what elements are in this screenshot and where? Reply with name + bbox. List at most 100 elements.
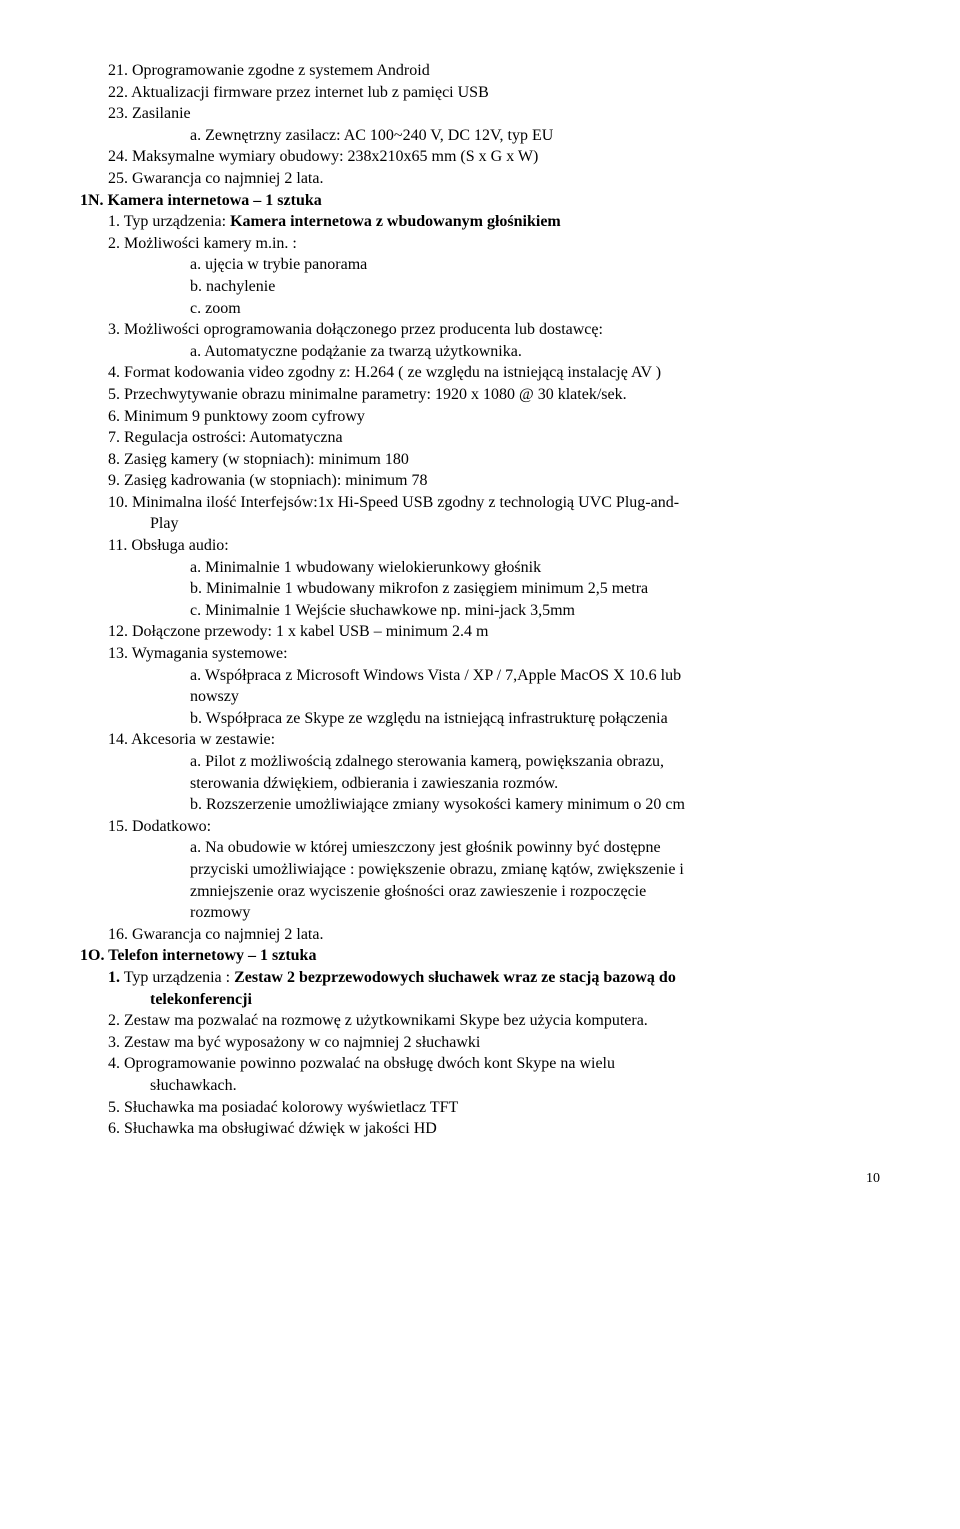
text-span: rozmowy (190, 904, 250, 921)
text-span: 11. Obsługa audio: (108, 537, 229, 554)
text-line: 4. Oprogramowanie powinno pozwalać na ob… (80, 1053, 880, 1075)
page-number: 10 (80, 1170, 880, 1189)
text-span: b. Rozszerzenie umożliwiające zmiany wys… (190, 796, 685, 813)
text-span: sterowania dźwiękiem, odbierania i zawie… (190, 775, 558, 792)
text-line: zmniejszenie oraz wyciszenie głośności o… (80, 881, 880, 903)
text-line: 5. Przechwytywanie obrazu minimalne para… (80, 384, 880, 406)
text-line: 1O. Telefon internetowy – 1 sztuka (80, 945, 880, 967)
text-line: b. Minimalnie 1 wbudowany mikrofon z zas… (80, 578, 880, 600)
text-span: 1N. Kamera internetowa – 1 sztuka (80, 192, 322, 209)
text-span: przyciski umożliwiające : powiększenie o… (190, 861, 684, 878)
text-line: 8. Zasięg kamery (w stopniach): minimum … (80, 449, 880, 471)
text-span: a. Automatyczne podążanie za twarzą użyt… (190, 343, 522, 360)
text-line: 16. Gwarancja co najmniej 2 lata. (80, 924, 880, 946)
text-line: 7. Regulacja ostrości: Automatyczna (80, 427, 880, 449)
text-span: telekonferencji (150, 991, 252, 1008)
text-span: b. Współpraca ze Skype ze względu na ist… (190, 710, 668, 727)
text-span: 2. Możliwości kamery m.in. : (108, 235, 297, 252)
text-line: 11. Obsługa audio: (80, 535, 880, 557)
text-line: nowszy (80, 686, 880, 708)
text-span: 4. Format kodowania video zgodny z: H.26… (108, 364, 661, 381)
text-span: 13. Wymagania systemowe: (108, 645, 288, 662)
text-line: 21. Oprogramowanie zgodne z systemem And… (80, 60, 880, 82)
text-span: a. Zewnętrzny zasilacz: AC 100~240 V, DC… (190, 127, 553, 144)
text-line: telekonferencji (80, 989, 880, 1011)
text-line: c. Minimalnie 1 Wejście słuchawkowe np. … (80, 600, 880, 622)
text-line: 25. Gwarancja co najmniej 2 lata. (80, 168, 880, 190)
text-line: 15. Dodatkowo: (80, 816, 880, 838)
text-line: 1. Typ urządzenia : Zestaw 2 bezprzewodo… (80, 967, 880, 989)
text-line: 3. Możliwości oprogramowania dołączonego… (80, 319, 880, 341)
text-line: 6. Słuchawka ma obsługiwać dźwięk w jako… (80, 1118, 880, 1140)
text-line: b. nachylenie (80, 276, 880, 298)
text-span: a. Współpraca z Microsoft Windows Vista … (190, 667, 681, 684)
text-span: 1O. Telefon internetowy – 1 sztuka (80, 947, 316, 964)
text-span: 25. Gwarancja co najmniej 2 lata. (108, 170, 323, 187)
text-span: 4. Oprogramowanie powinno pozwalać na ob… (108, 1055, 615, 1072)
text-span: 1. Typ urządzenia: (108, 213, 230, 230)
text-span: słuchawkach. (150, 1077, 237, 1094)
text-span: 5. Słuchawka ma posiadać kolorowy wyświe… (108, 1099, 458, 1116)
text-line: a. Zewnętrzny zasilacz: AC 100~240 V, DC… (80, 125, 880, 147)
text-span: c. Minimalnie 1 Wejście słuchawkowe np. … (190, 602, 575, 619)
text-span: 10. Minimalna ilość Interfejsów:1x Hi-Sp… (108, 494, 679, 511)
text-span: c. zoom (190, 300, 241, 317)
text-span: Play (150, 515, 178, 532)
text-span: 6. Minimum 9 punktowy zoom cyfrowy (108, 408, 365, 425)
text-span: a. ujęcia w trybie panorama (190, 256, 367, 273)
text-span: a. Minimalnie 1 wbudowany wielokierunkow… (190, 559, 541, 576)
text-span: 23. Zasilanie (108, 105, 191, 122)
text-line: 23. Zasilanie (80, 103, 880, 125)
text-span: zmniejszenie oraz wyciszenie głośności o… (190, 883, 646, 900)
text-span: 3. Zestaw ma być wyposażony w co najmnie… (108, 1034, 480, 1051)
text-line: 6. Minimum 9 punktowy zoom cyfrowy (80, 406, 880, 428)
text-line: a. Współpraca z Microsoft Windows Vista … (80, 665, 880, 687)
text-line: słuchawkach. (80, 1075, 880, 1097)
text-line: a. Na obudowie w której umieszczony jest… (80, 837, 880, 859)
text-line: 2. Możliwości kamery m.in. : (80, 233, 880, 255)
text-line: a. Automatyczne podążanie za twarzą użyt… (80, 341, 880, 363)
text-span: nowszy (190, 688, 239, 705)
text-line: 14. Akcesoria w zestawie: (80, 729, 880, 751)
text-line: 22. Aktualizacji firmware przez internet… (80, 82, 880, 104)
text-span: 12. Dołączone przewody: 1 x kabel USB – … (108, 623, 488, 640)
text-span: 7. Regulacja ostrości: Automatyczna (108, 429, 343, 446)
text-line: sterowania dźwiękiem, odbierania i zawie… (80, 773, 880, 795)
text-line: a. Minimalnie 1 wbudowany wielokierunkow… (80, 557, 880, 579)
text-span: 3. Możliwości oprogramowania dołączonego… (108, 321, 603, 338)
text-line: 5. Słuchawka ma posiadać kolorowy wyświe… (80, 1097, 880, 1119)
text-span: 15. Dodatkowo: (108, 818, 211, 835)
text-line: c. zoom (80, 298, 880, 320)
text-line: 2. Zestaw ma pozwalać na rozmowę z użytk… (80, 1010, 880, 1032)
text-line: rozmowy (80, 902, 880, 924)
text-line: 24. Maksymalne wymiary obudowy: 238x210x… (80, 146, 880, 168)
text-span: Zestaw 2 bezprzewodowych słuchawek wraz … (234, 969, 676, 986)
text-line: 1N. Kamera internetowa – 1 sztuka (80, 190, 880, 212)
text-span: 22. Aktualizacji firmware przez internet… (108, 84, 489, 101)
text-span: 16. Gwarancja co najmniej 2 lata. (108, 926, 323, 943)
text-line: 10. Minimalna ilość Interfejsów:1x Hi-Sp… (80, 492, 880, 514)
text-line: 9. Zasięg kadrowania (w stopniach): mini… (80, 470, 880, 492)
text-span: b. Minimalnie 1 wbudowany mikrofon z zas… (190, 580, 648, 597)
text-span: 8. Zasięg kamery (w stopniach): minimum … (108, 451, 409, 468)
text-span: b. nachylenie (190, 278, 275, 295)
text-line: Play (80, 513, 880, 535)
text-line: a. ujęcia w trybie panorama (80, 254, 880, 276)
text-line: 3. Zestaw ma być wyposażony w co najmnie… (80, 1032, 880, 1054)
text-line: b. Rozszerzenie umożliwiające zmiany wys… (80, 794, 880, 816)
text-span: 2. Zestaw ma pozwalać na rozmowę z użytk… (108, 1012, 648, 1029)
text-line: a. Pilot z możliwością zdalnego sterowan… (80, 751, 880, 773)
document-body: 21. Oprogramowanie zgodne z systemem And… (80, 60, 880, 1140)
text-span: 5. Przechwytywanie obrazu minimalne para… (108, 386, 627, 403)
text-span: a. Na obudowie w której umieszczony jest… (190, 839, 661, 856)
text-line: 1. Typ urządzenia: Kamera internetowa z … (80, 211, 880, 233)
text-line: 4. Format kodowania video zgodny z: H.26… (80, 362, 880, 384)
text-span: 14. Akcesoria w zestawie: (108, 731, 275, 748)
text-span: a. Pilot z możliwością zdalnego sterowan… (190, 753, 664, 770)
text-line: 12. Dołączone przewody: 1 x kabel USB – … (80, 621, 880, 643)
text-span: 21. Oprogramowanie zgodne z systemem And… (108, 62, 430, 79)
text-line: przyciski umożliwiające : powiększenie o… (80, 859, 880, 881)
text-line: 13. Wymagania systemowe: (80, 643, 880, 665)
text-span: 24. Maksymalne wymiary obudowy: 238x210x… (108, 148, 538, 165)
text-span: Typ urządzenia : (120, 969, 234, 986)
